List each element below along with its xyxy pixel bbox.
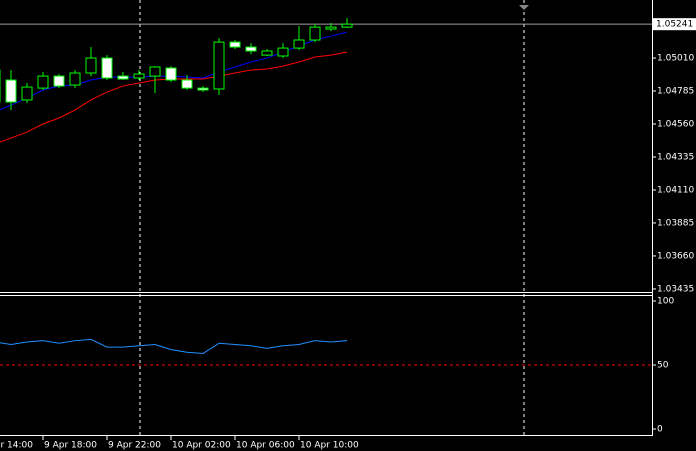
candle-body [229, 41, 241, 48]
candle-body [21, 86, 33, 101]
candle-body [213, 41, 225, 90]
y-tick-label: 1.03435 [657, 284, 694, 294]
x-tick-label: 10 Apr 10:00 [300, 441, 359, 451]
y-tick-label: 1.03885 [657, 218, 694, 228]
y-tick-label: 50 [657, 361, 669, 371]
shift-marker [519, 5, 529, 10]
price-panel [0, 18, 652, 143]
candle-body [5, 79, 17, 103]
candle-body [293, 39, 305, 49]
candle-body [37, 75, 49, 89]
y-tick-label: 1.04785 [657, 87, 694, 97]
price-label: 1.05241 [656, 20, 693, 30]
y-tick-label: 1.04560 [657, 120, 694, 130]
candle-body [261, 50, 273, 56]
axes: 9 Apr 14:00 9 Apr 18:00 9 Apr 22:00 10 Apr … [0, 18, 696, 451]
candle-body [149, 66, 161, 77]
y-tick-label: 1.04335 [657, 152, 694, 162]
candle-body [165, 67, 177, 81]
candle-body [133, 73, 145, 79]
x-tick-label: 9 Apr 22:00 [108, 441, 161, 451]
x-tick-label: 10 Apr 06:00 [236, 441, 295, 451]
candle-body [85, 57, 97, 74]
x-tick-label: 10 Apr 02:00 [172, 441, 231, 451]
candle-body [197, 87, 209, 91]
y-tick-label: 0 [657, 424, 663, 434]
price-label-box [653, 18, 696, 31]
candle-body [69, 72, 81, 86]
candle-body [325, 26, 337, 30]
candle-body [53, 75, 65, 87]
line-series [0, 338, 348, 354]
candle-body [181, 79, 193, 89]
oscillator-panel [0, 338, 652, 366]
candle-body [341, 23, 353, 28]
x-tick-label: 9 Apr 14:00 [0, 441, 33, 451]
candle-body [245, 46, 257, 52]
y-tick-label: 1.04110 [657, 185, 694, 195]
x-tick-label: 9 Apr 18:00 [44, 441, 97, 451]
candle-body [277, 47, 289, 57]
y-tick-label: 1.05010 [657, 54, 694, 64]
candle-body [309, 26, 321, 41]
candle-body [117, 75, 129, 80]
y-tick-label: 1.03660 [657, 251, 694, 261]
y-tick-label: 100 [657, 297, 674, 307]
line-series [0, 51, 348, 143]
candle-body [101, 57, 113, 79]
